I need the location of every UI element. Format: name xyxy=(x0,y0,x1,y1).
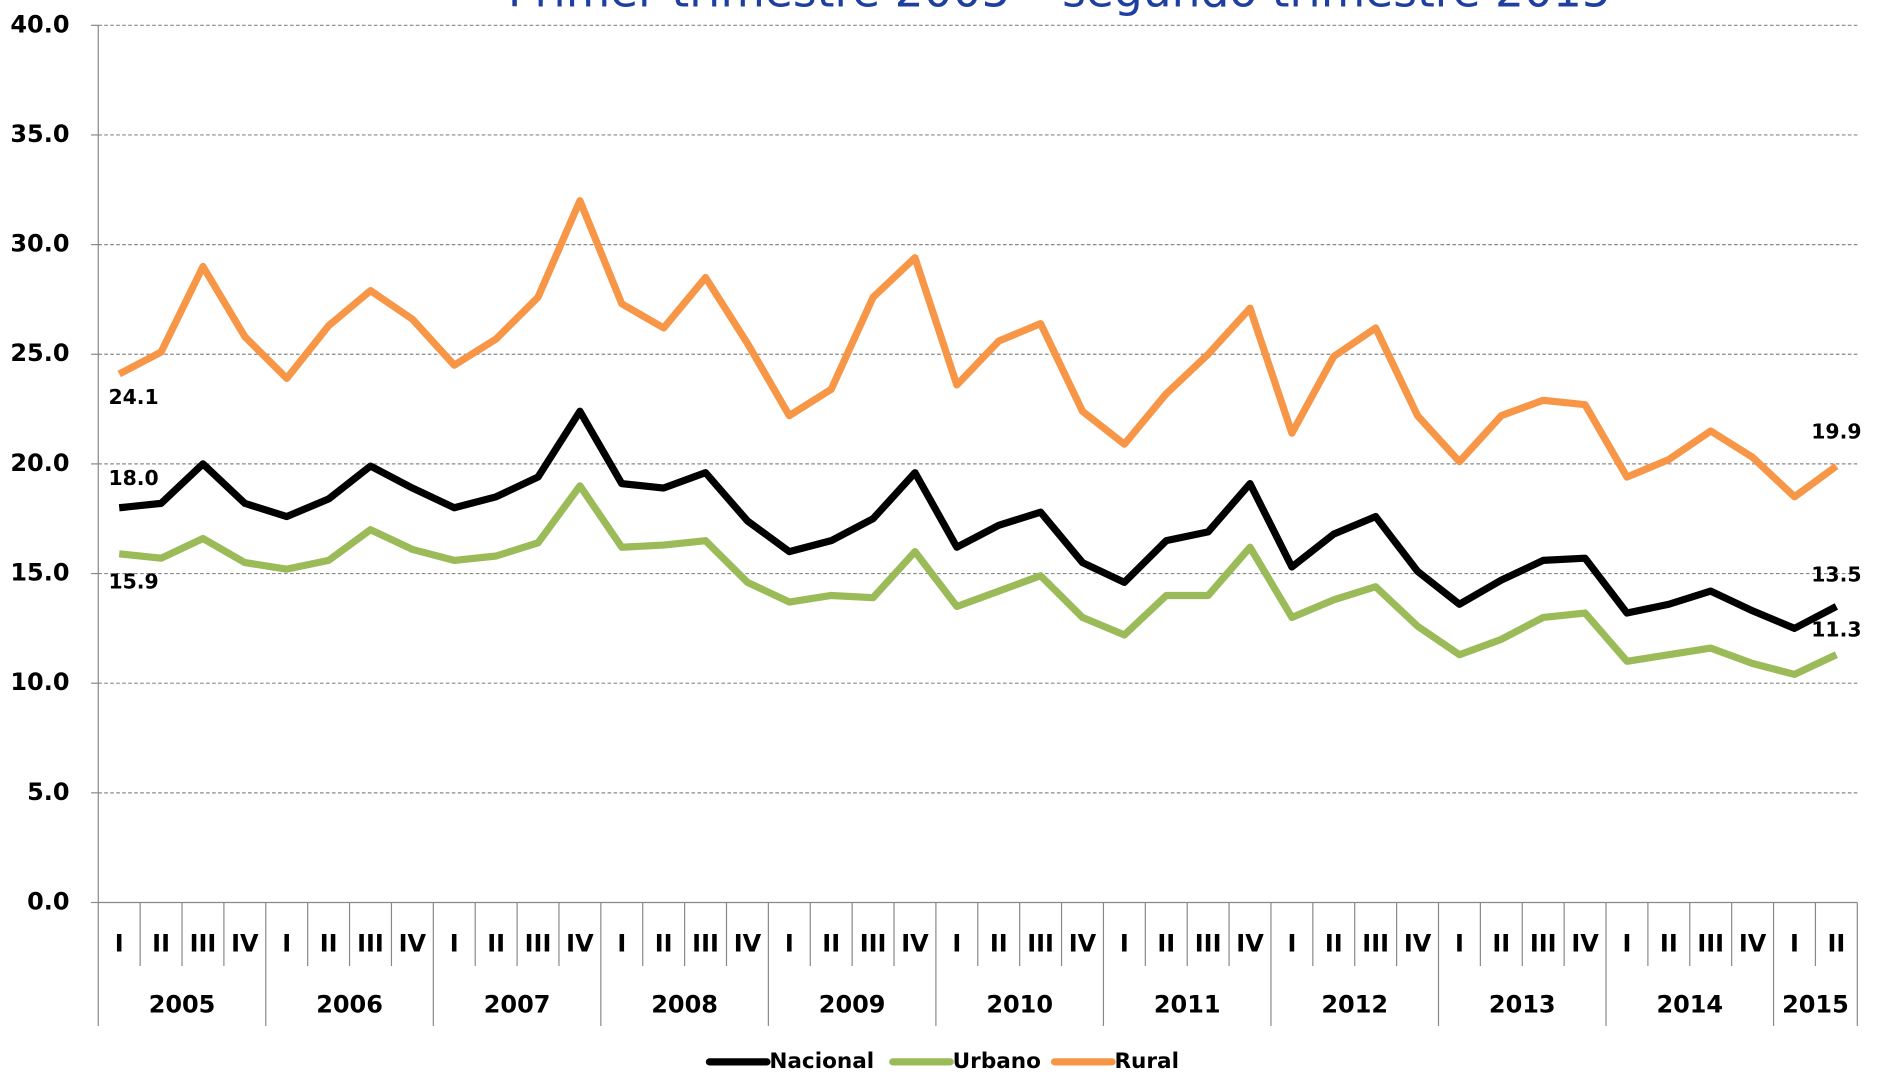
x-tick-label: II xyxy=(320,929,338,957)
x-tick-label: II xyxy=(152,929,170,957)
x-tick-label: I xyxy=(1287,929,1296,957)
x-tick-label: II xyxy=(655,929,673,957)
data-label: 11.3 xyxy=(1811,618,1861,642)
x-tick-label: II xyxy=(822,929,840,957)
year-label: 2007 xyxy=(484,991,551,1019)
x-tick-label: I xyxy=(617,929,626,957)
x-tick-label: II xyxy=(1660,929,1678,957)
data-label: 13.5 xyxy=(1811,562,1861,586)
legend-label: Rural xyxy=(1114,1049,1179,1074)
x-tick-label: IV xyxy=(1404,929,1432,957)
year-label: 2005 xyxy=(149,991,216,1019)
x-tick-label: III xyxy=(1195,929,1222,957)
x-tick-label: I xyxy=(115,929,124,957)
x-tick-label: IV xyxy=(1069,929,1097,957)
x-tick-label: I xyxy=(952,929,961,957)
data-label: 15.9 xyxy=(108,570,158,594)
x-tick-label: III xyxy=(1530,929,1557,957)
x-tick-label: IV xyxy=(901,929,929,957)
x-tick-label: IV xyxy=(734,929,762,957)
x-tick-label: II xyxy=(1325,929,1343,957)
y-tick-label: 10.0 xyxy=(10,668,69,696)
data-label: 18.0 xyxy=(108,466,158,490)
x-tick-label: IV xyxy=(1571,929,1599,957)
y-tick-label: 20.0 xyxy=(10,449,69,477)
x-tick-label: III xyxy=(357,929,384,957)
year-label: 2014 xyxy=(1656,991,1723,1019)
legend-label: Urbano xyxy=(953,1049,1041,1074)
y-tick-label: 0.0 xyxy=(27,887,69,915)
year-label: 2011 xyxy=(1154,991,1221,1019)
x-tick-label: I xyxy=(1455,929,1464,957)
x-tick-label: IV xyxy=(1739,929,1767,957)
year-label: 2009 xyxy=(819,991,886,1019)
chart-title: Primer trimestre 2005 – segundo trimestr… xyxy=(508,0,1611,18)
year-label: 2010 xyxy=(986,991,1053,1019)
x-tick-label: II xyxy=(487,929,505,957)
data-label: 19.9 xyxy=(1811,420,1861,444)
x-tick-label: I xyxy=(785,929,794,957)
year-label: 2015 xyxy=(1782,991,1849,1019)
y-tick-label: 40.0 xyxy=(10,10,69,38)
x-tick-label: III xyxy=(1697,929,1724,957)
x-tick-label: IV xyxy=(1236,929,1264,957)
x-tick-label: II xyxy=(990,929,1008,957)
x-tick-label: II xyxy=(1492,929,1510,957)
x-tick-label: IV xyxy=(231,929,259,957)
y-tick-label: 25.0 xyxy=(10,339,69,367)
data-label: 24.1 xyxy=(108,385,158,409)
year-label: 2012 xyxy=(1321,991,1388,1019)
x-tick-label: II xyxy=(1827,929,1845,957)
x-tick-label: III xyxy=(1027,929,1054,957)
series-line xyxy=(118,482,1838,679)
x-tick-label: I xyxy=(450,929,459,957)
x-tick-label: III xyxy=(692,929,719,957)
x-tick-label: II xyxy=(1157,929,1175,957)
year-label: 2013 xyxy=(1489,991,1556,1019)
x-tick-label: III xyxy=(525,929,552,957)
series-line xyxy=(118,407,1839,632)
y-tick-label: 5.0 xyxy=(27,778,69,806)
y-tick-label: 35.0 xyxy=(10,120,69,148)
x-tick-label: I xyxy=(1622,929,1631,957)
series-line xyxy=(117,197,1839,501)
x-tick-label: I xyxy=(1120,929,1129,957)
x-tick-label: IV xyxy=(399,929,427,957)
x-tick-label: III xyxy=(190,929,217,957)
year-label: 2008 xyxy=(651,991,718,1019)
x-tick-label: III xyxy=(860,929,887,957)
x-tick-label: I xyxy=(282,929,291,957)
x-tick-label: IV xyxy=(566,929,594,957)
x-tick-label: I xyxy=(1790,929,1799,957)
x-tick-label: III xyxy=(1362,929,1389,957)
legend-label: Nacional xyxy=(769,1049,874,1074)
y-tick-label: 30.0 xyxy=(10,230,69,258)
year-label: 2006 xyxy=(316,991,383,1019)
y-tick-label: 15.0 xyxy=(10,559,69,587)
